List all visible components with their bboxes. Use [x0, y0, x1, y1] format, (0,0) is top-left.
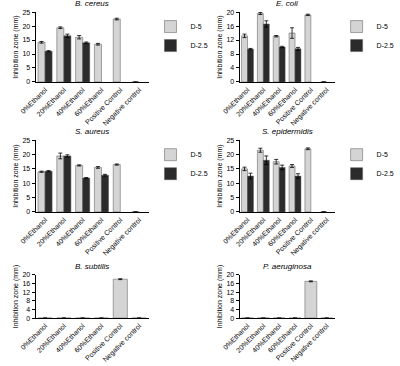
svg-text:Positive Control: Positive Control [84, 322, 124, 362]
svg-text:Positive Control: Positive Control [84, 216, 124, 256]
svg-text:15: 15 [22, 36, 30, 43]
svg-text:8: 8 [26, 297, 30, 304]
svg-text:12: 12 [226, 36, 234, 43]
svg-text:10: 10 [22, 180, 30, 187]
svg-text:Inhibition zone (mm): Inhibition zone (mm) [216, 144, 224, 207]
svg-text:Positive Control: Positive Control [84, 86, 124, 126]
svg-text:60%Ethanol: 60%Ethanol [73, 322, 105, 354]
svg-text:40%Ethanol: 40%Ethanol [251, 216, 283, 248]
svg-text:15: 15 [22, 165, 30, 172]
svg-text:B. cereus: B. cereus [75, 0, 109, 8]
svg-text:10: 10 [22, 50, 30, 57]
svg-text:0: 0 [230, 315, 234, 322]
svg-text:16: 16 [226, 23, 234, 30]
svg-text:Negative control: Negative control [102, 86, 144, 128]
svg-text:12: 12 [22, 289, 30, 296]
svg-text:0: 0 [230, 208, 234, 215]
svg-text:Negative control: Negative control [102, 322, 144, 364]
svg-text:4: 4 [230, 306, 234, 313]
svg-text:0: 0 [26, 315, 30, 322]
svg-text:20: 20 [22, 151, 30, 158]
svg-text:D-5: D-5 [377, 151, 388, 158]
svg-text:S. aureus: S. aureus [75, 127, 109, 136]
svg-text:D-2.5: D-2.5 [190, 42, 207, 49]
svg-text:0%Ethanol: 0%Ethanol [19, 216, 48, 245]
svg-text:0%Ethanol: 0%Ethanol [19, 86, 48, 115]
svg-text:Negative control: Negative control [289, 216, 331, 258]
svg-text:16: 16 [22, 280, 30, 287]
svg-text:40%Ethanol: 40%Ethanol [54, 322, 86, 354]
svg-text:15: 15 [226, 165, 234, 172]
svg-text:Inhibition zone (mm): Inhibition zone (mm) [12, 265, 20, 328]
svg-text:25: 25 [226, 137, 234, 144]
svg-text:0%Ethanol: 0%Ethanol [222, 86, 251, 115]
svg-text:5: 5 [230, 194, 234, 201]
svg-text:4: 4 [230, 64, 234, 71]
svg-text:Negative control: Negative control [289, 322, 331, 364]
svg-text:S. epidermidis: S. epidermidis [262, 127, 313, 136]
svg-text:Inhibition zone (mm): Inhibition zone (mm) [216, 265, 224, 328]
svg-text:20%Ethanol: 20%Ethanol [235, 322, 267, 354]
svg-text:4: 4 [26, 306, 30, 313]
svg-text:20%Ethanol: 20%Ethanol [235, 86, 267, 118]
svg-text:D-5: D-5 [190, 151, 201, 158]
svg-text:20: 20 [226, 9, 234, 16]
svg-text:60%Ethanol: 60%Ethanol [267, 216, 299, 248]
svg-text:Negative control: Negative control [289, 86, 331, 128]
svg-text:20: 20 [226, 271, 234, 278]
svg-text:20%Ethanol: 20%Ethanol [35, 216, 67, 248]
svg-text:10: 10 [226, 180, 234, 187]
svg-text:40%Ethanol: 40%Ethanol [251, 322, 283, 354]
svg-text:0%Ethanol: 0%Ethanol [222, 322, 251, 351]
svg-text:D-5: D-5 [190, 23, 201, 30]
svg-text:B. subtilis: B. subtilis [75, 262, 109, 271]
svg-text:Inhibition zone (mm): Inhibition zone (mm) [216, 15, 224, 78]
svg-text:40%Ethanol: 40%Ethanol [54, 216, 86, 248]
svg-text:8: 8 [230, 50, 234, 57]
svg-text:60%Ethanol: 60%Ethanol [73, 216, 105, 248]
svg-text:Positive Control: Positive Control [274, 216, 314, 256]
svg-text:P. aeruginosa: P. aeruginosa [263, 262, 312, 271]
svg-text:60%Ethanol: 60%Ethanol [73, 86, 105, 118]
svg-text:8: 8 [230, 297, 234, 304]
svg-text:0: 0 [26, 208, 30, 215]
svg-text:40%Ethanol: 40%Ethanol [251, 86, 283, 118]
svg-text:16: 16 [226, 280, 234, 287]
svg-text:20%Ethanol: 20%Ethanol [235, 216, 267, 248]
svg-text:40%Ethanol: 40%Ethanol [54, 86, 86, 118]
svg-text:25: 25 [22, 137, 30, 144]
svg-text:20: 20 [22, 23, 30, 30]
svg-text:D-2.5: D-2.5 [377, 42, 394, 49]
svg-text:Positive Control: Positive Control [274, 86, 314, 126]
svg-text:Inhibition zone (mm): Inhibition zone (mm) [12, 144, 20, 207]
svg-text:Negative control: Negative control [102, 216, 144, 258]
svg-text:0: 0 [26, 78, 30, 85]
svg-text:0%Ethanol: 0%Ethanol [222, 216, 251, 245]
svg-text:20%Ethanol: 20%Ethanol [35, 86, 67, 118]
svg-text:E. coli: E. coli [276, 0, 298, 8]
svg-text:Positive Control: Positive Control [274, 322, 314, 362]
svg-text:0: 0 [230, 78, 234, 85]
svg-text:20%Ethanol: 20%Ethanol [35, 322, 67, 354]
svg-text:D-5: D-5 [377, 23, 388, 30]
svg-text:60%Ethanol: 60%Ethanol [267, 86, 299, 118]
svg-text:20: 20 [22, 271, 30, 278]
svg-text:D-2.5: D-2.5 [190, 170, 207, 177]
svg-text:Inhibition zone (mm): Inhibition zone (mm) [12, 15, 20, 78]
svg-text:25: 25 [22, 9, 30, 16]
svg-text:0%Ethanol: 0%Ethanol [19, 322, 48, 351]
svg-text:5: 5 [26, 194, 30, 201]
svg-text:12: 12 [226, 289, 234, 296]
svg-text:D-2.5: D-2.5 [377, 170, 394, 177]
svg-text:20: 20 [226, 151, 234, 158]
svg-text:5: 5 [26, 64, 30, 71]
svg-text:60%Ethanol: 60%Ethanol [267, 322, 299, 354]
